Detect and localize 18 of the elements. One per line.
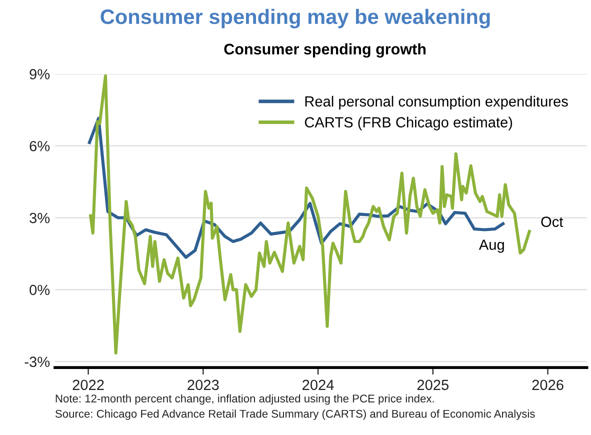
source-note: Source: Chicago Fed Advance Retail Trade Summary (CARTS) and Bureau of Economic Analysis xyxy=(55,410,535,420)
legend-label: Real personal consumption expenditures xyxy=(305,96,568,110)
y-tick-label: 9% xyxy=(30,69,50,80)
y-tick-label: -3% xyxy=(24,356,50,368)
x-tick-label: 2023 xyxy=(188,380,219,390)
text: Note: 12-month percent change, inflation adjusted using the PCE price index. xyxy=(56,394,434,405)
x-tick-label: 2024 xyxy=(302,380,334,390)
x-tick-label: 2022 xyxy=(72,380,104,390)
y-tick-label: 0% xyxy=(30,284,50,296)
y-tick-label: 3% xyxy=(30,212,50,224)
legend-label: CARTS (FRB Chicago estimate) xyxy=(304,116,512,130)
annotation: Aug xyxy=(478,240,504,253)
chart-subtitle: Consumer spending growth xyxy=(224,43,426,58)
x-tick-label: 2025 xyxy=(417,380,449,390)
x-tick-label: 2026 xyxy=(532,380,564,390)
y-tick-label: 6% xyxy=(30,140,50,152)
chart-title: Consumer spending may be weakening xyxy=(100,8,490,28)
annotation: Oct xyxy=(541,216,564,228)
